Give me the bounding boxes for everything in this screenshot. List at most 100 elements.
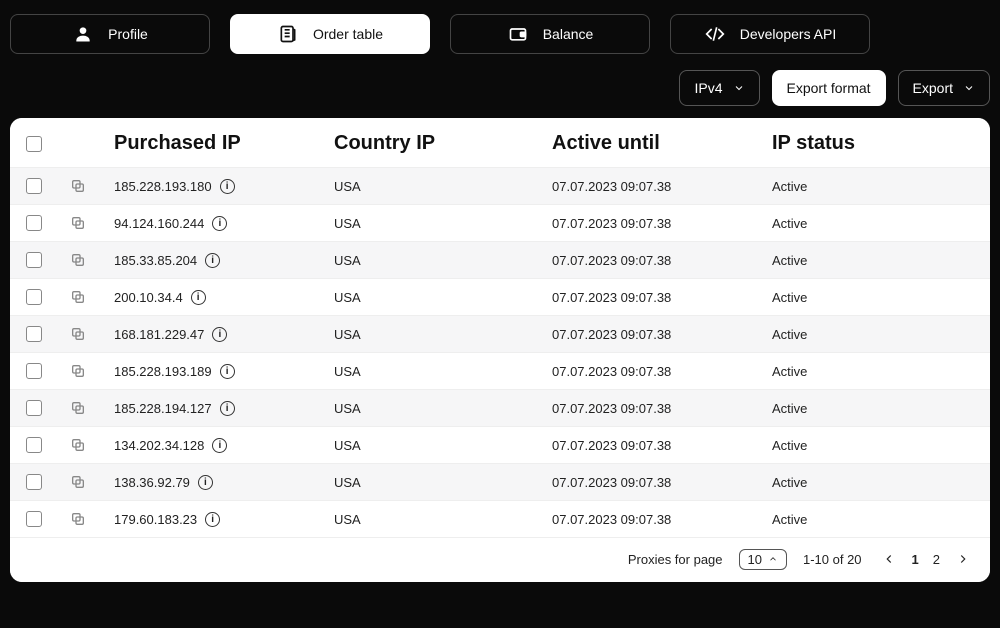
export-format-label: Export format (787, 80, 871, 96)
copy-icon[interactable] (70, 363, 86, 379)
nav-order-table-label: Order table (313, 26, 383, 42)
page-number[interactable]: 2 (931, 552, 942, 567)
info-icon[interactable]: i (198, 475, 213, 490)
proxies-for-page-label: Proxies for page (628, 552, 723, 567)
col-purchased-ip: Purchased IP (114, 132, 334, 155)
nav-order-table[interactable]: Order table (230, 14, 430, 54)
export-format-button[interactable]: Export format (772, 70, 886, 106)
ip-address: 168.181.229.47 (114, 327, 204, 342)
ip-status: Active (772, 512, 974, 527)
row-checkbox[interactable] (26, 289, 42, 305)
active-until: 07.07.2023 09:07.38 (552, 253, 772, 268)
ip-status: Active (772, 290, 974, 305)
country: USA (334, 290, 552, 305)
row-checkbox[interactable] (26, 215, 42, 231)
row-checkbox[interactable] (26, 363, 42, 379)
country: USA (334, 253, 552, 268)
info-icon[interactable]: i (205, 253, 220, 268)
copy-icon[interactable] (70, 289, 86, 305)
info-icon[interactable]: i (220, 364, 235, 379)
ip-address: 134.202.34.128 (114, 438, 204, 453)
table-row: 134.202.34.128 i USA 07.07.2023 09:07.38… (10, 426, 990, 463)
row-checkbox[interactable] (26, 326, 42, 342)
copy-icon[interactable] (70, 326, 86, 342)
chevron-down-icon (963, 82, 975, 94)
info-icon[interactable]: i (205, 512, 220, 527)
info-icon[interactable]: i (212, 438, 227, 453)
active-until: 07.07.2023 09:07.38 (552, 512, 772, 527)
row-checkbox[interactable] (26, 437, 42, 453)
nav-profile-label: Profile (108, 26, 148, 42)
ip-address: 138.36.92.79 (114, 475, 190, 490)
nav-developers-api[interactable]: Developers API (670, 14, 870, 54)
ip-status: Active (772, 253, 974, 268)
ip-version-select[interactable]: IPv4 (679, 70, 759, 106)
ip-address: 185.228.193.180 (114, 179, 212, 194)
table-row: 200.10.34.4 i USA 07.07.2023 09:07.38 Ac… (10, 278, 990, 315)
ip-address: 185.33.85.204 (114, 253, 197, 268)
info-icon[interactable]: i (220, 401, 235, 416)
row-checkbox[interactable] (26, 511, 42, 527)
country: USA (334, 475, 552, 490)
active-until: 07.07.2023 09:07.38 (552, 438, 772, 453)
copy-icon[interactable] (70, 400, 86, 416)
copy-icon[interactable] (70, 215, 86, 231)
info-icon[interactable]: i (191, 290, 206, 305)
chevron-up-icon (768, 554, 778, 564)
page-size-select[interactable]: 10 (739, 549, 787, 570)
export-button[interactable]: Export (898, 70, 990, 106)
ip-status: Active (772, 327, 974, 342)
copy-icon[interactable] (70, 437, 86, 453)
info-icon[interactable]: i (220, 179, 235, 194)
select-all-checkbox[interactable] (26, 136, 42, 152)
table-row: 168.181.229.47 i USA 07.07.2023 09:07.38… (10, 315, 990, 352)
country: USA (334, 216, 552, 231)
code-icon (704, 24, 726, 44)
page-next[interactable] (952, 548, 974, 570)
active-until: 07.07.2023 09:07.38 (552, 364, 772, 379)
table-row: 138.36.92.79 i USA 07.07.2023 09:07.38 A… (10, 463, 990, 500)
nav-developers-api-label: Developers API (740, 26, 837, 42)
table-row: 94.124.160.244 i USA 07.07.2023 09:07.38… (10, 204, 990, 241)
active-until: 07.07.2023 09:07.38 (552, 179, 772, 194)
table-icon (277, 24, 299, 44)
table-row: 185.33.85.204 i USA 07.07.2023 09:07.38 … (10, 241, 990, 278)
copy-icon[interactable] (70, 511, 86, 527)
country: USA (334, 327, 552, 342)
page-prev[interactable] (878, 548, 900, 570)
col-active-until: Active until (552, 132, 772, 155)
ip-status: Active (772, 364, 974, 379)
table-footer: Proxies for page 10 1-10 of 20 12 (10, 537, 990, 582)
row-checkbox[interactable] (26, 474, 42, 490)
row-checkbox[interactable] (26, 252, 42, 268)
country: USA (334, 401, 552, 416)
active-until: 07.07.2023 09:07.38 (552, 290, 772, 305)
active-until: 07.07.2023 09:07.38 (552, 216, 772, 231)
col-country-ip: Country IP (334, 132, 552, 155)
info-icon[interactable]: i (212, 216, 227, 231)
page-range: 1-10 of 20 (803, 552, 862, 567)
copy-icon[interactable] (70, 178, 86, 194)
table-row: 185.228.193.180 i USA 07.07.2023 09:07.3… (10, 167, 990, 204)
country: USA (334, 438, 552, 453)
ip-status: Active (772, 438, 974, 453)
country: USA (334, 179, 552, 194)
order-table: Purchased IP Country IP Active until IP … (10, 118, 990, 582)
nav-balance[interactable]: Balance (450, 14, 650, 54)
info-icon[interactable]: i (212, 327, 227, 342)
col-ip-status: IP status (772, 132, 974, 155)
wallet-icon (507, 24, 529, 44)
ip-address: 94.124.160.244 (114, 216, 204, 231)
nav-profile[interactable]: Profile (10, 14, 210, 54)
row-checkbox[interactable] (26, 178, 42, 194)
page-size-value: 10 (748, 552, 762, 567)
active-until: 07.07.2023 09:07.38 (552, 475, 772, 490)
copy-icon[interactable] (70, 474, 86, 490)
table-row: 185.228.193.189 i USA 07.07.2023 09:07.3… (10, 352, 990, 389)
ip-address: 185.228.194.127 (114, 401, 212, 416)
copy-icon[interactable] (70, 252, 86, 268)
table-row: 179.60.183.23 i USA 07.07.2023 09:07.38 … (10, 500, 990, 537)
row-checkbox[interactable] (26, 400, 42, 416)
ip-version-label: IPv4 (694, 80, 722, 96)
page-number[interactable]: 1 (910, 552, 921, 567)
